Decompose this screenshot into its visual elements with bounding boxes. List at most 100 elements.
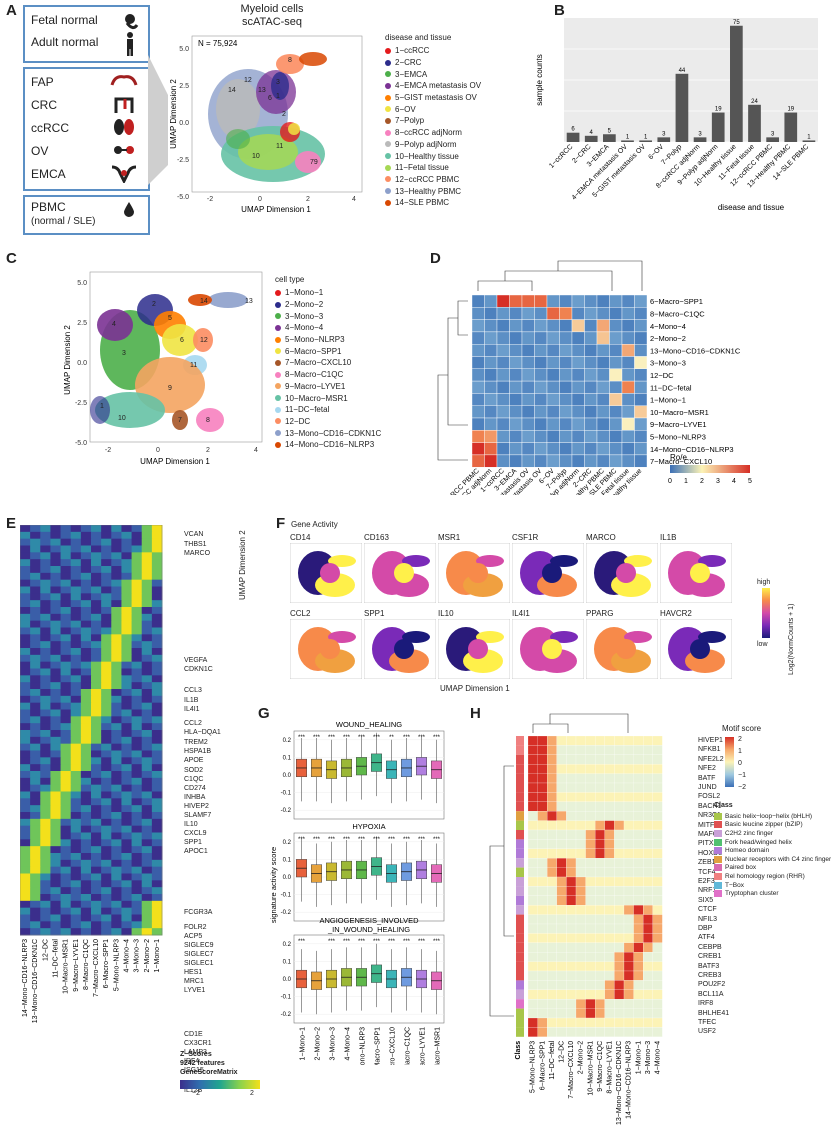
heatmap-cell <box>596 454 610 468</box>
class-legend-title: Class <box>714 802 733 809</box>
heatmap-cell <box>60 525 72 533</box>
heatmap-cell <box>111 593 122 601</box>
gene-activity-umap: IL4I1 <box>511 609 585 683</box>
heatmap-cell <box>60 900 72 909</box>
heatmap-cell <box>546 331 560 345</box>
gene-activity-umap: HAVCR2 <box>659 609 733 683</box>
heatmap-cell <box>80 818 92 827</box>
umap-c-cluster-label: 11 <box>190 362 197 369</box>
heatmap-cell <box>60 859 72 868</box>
gene-activity-label: IL10 <box>438 609 454 618</box>
heatmap-cell <box>151 873 163 881</box>
heatmap-cell <box>131 818 143 827</box>
heatmap-cell <box>575 867 586 878</box>
heatmap-cell <box>546 430 560 443</box>
motif-label: BATF <box>698 774 716 782</box>
heatmap-cell <box>151 750 163 758</box>
heatmap-cell <box>527 876 538 887</box>
heatmap-cell <box>585 858 596 868</box>
umap-a-xlabel: UMAP Dimension 1 <box>241 205 311 214</box>
legend-label: 10−Healthy tissue <box>395 151 459 161</box>
heatmap-cell <box>546 454 560 468</box>
heatmap-cell <box>609 368 623 382</box>
heatmap-cell <box>141 648 153 656</box>
heatmap-cell <box>584 405 598 419</box>
heatmap-cell <box>20 791 31 799</box>
heatmap-cell <box>559 393 573 406</box>
heatmap-cell <box>471 356 485 370</box>
panel-f-colorbar <box>762 588 770 638</box>
heatmap-cell <box>151 641 163 649</box>
heatmap-cell <box>151 586 163 594</box>
heatmap-cell <box>80 661 92 669</box>
heatmap-cell <box>559 380 573 394</box>
heatmap-cell <box>471 380 485 394</box>
heatmap-cell <box>151 661 163 669</box>
heatmap-cell <box>633 970 644 981</box>
heatmap-col-label: 7−Macro−CXCL10 <box>93 939 100 997</box>
heatmap-cell <box>584 417 598 431</box>
normal-box: Fetal normal Adult normal <box>23 5 150 63</box>
heatmap-cell <box>527 914 538 925</box>
legend-e-max: 2 <box>250 1090 254 1097</box>
heatmap-cell <box>121 839 133 847</box>
heatmap-cell <box>111 812 122 820</box>
heatmap-cell <box>496 307 510 320</box>
heatmap-cell <box>20 552 31 560</box>
heatmap-cell <box>151 572 163 581</box>
gene-activity-label: IL4I1 <box>512 609 530 618</box>
legend-label: 3−EMCA <box>395 69 428 79</box>
heatmap-cell <box>80 894 92 902</box>
heatmap-cell <box>151 682 163 690</box>
heatmap-cell <box>596 307 610 320</box>
heatmap-cell <box>40 572 51 581</box>
heatmap-cell <box>121 586 133 594</box>
heatmap-cell <box>121 675 133 683</box>
heatmap-cell <box>534 417 548 431</box>
legend-label: 5−GIST metastasis OV <box>395 93 477 103</box>
legend-swatch <box>385 188 391 195</box>
heatmap-cell <box>527 952 538 962</box>
heatmap-cell <box>60 907 72 915</box>
heatmap-cell <box>534 405 548 419</box>
heatmap-cell <box>30 668 41 676</box>
heatmap-cell <box>121 627 133 635</box>
heatmap-cell <box>50 921 62 929</box>
heatmap-col-label: 5−Mono−NLRP3 <box>530 1041 537 1093</box>
heatmap-cell <box>60 579 72 587</box>
heatmap-cell <box>496 417 510 431</box>
heatmap-cell <box>50 702 62 710</box>
heatmap-cell <box>521 356 535 370</box>
heatmap-cell <box>30 593 41 601</box>
heatmap-cell <box>537 735 548 746</box>
class-bar-cell <box>516 754 524 765</box>
heatmap-cell <box>633 905 644 915</box>
heatmap-cell <box>50 887 62 895</box>
heatmap-cell <box>643 876 653 887</box>
heatmap-cell <box>101 716 112 724</box>
heatmap-cell <box>652 848 663 859</box>
heatmap-cell <box>80 832 92 840</box>
heatmap-cell <box>20 900 31 909</box>
heatmap-cell <box>101 572 112 581</box>
heatmap-cell <box>60 702 72 710</box>
legend-item: 12−DC <box>275 416 381 428</box>
motif-label: MITF <box>698 821 715 829</box>
heatmap-cell <box>623 848 634 859</box>
heatmap-cell <box>585 811 596 821</box>
heatmap-cell <box>111 723 122 731</box>
heatmap-cell <box>633 848 644 859</box>
heatmap-cell <box>91 764 102 772</box>
heatmap-cell <box>131 846 143 854</box>
heatmap-cell <box>30 853 41 861</box>
heatmap-cell <box>596 380 610 394</box>
heatmap-cell <box>50 586 62 594</box>
motif-label: TFEC <box>698 1019 717 1026</box>
gene-label: CD1E <box>184 1031 203 1038</box>
gene-activity-plot <box>289 618 363 680</box>
heatmap-cell <box>20 668 31 676</box>
heatmap-cell <box>595 773 605 784</box>
heatmap-cell <box>91 818 102 827</box>
heatmap-cell <box>604 989 615 1000</box>
umap-a-cluster-label: 2 <box>282 111 286 118</box>
